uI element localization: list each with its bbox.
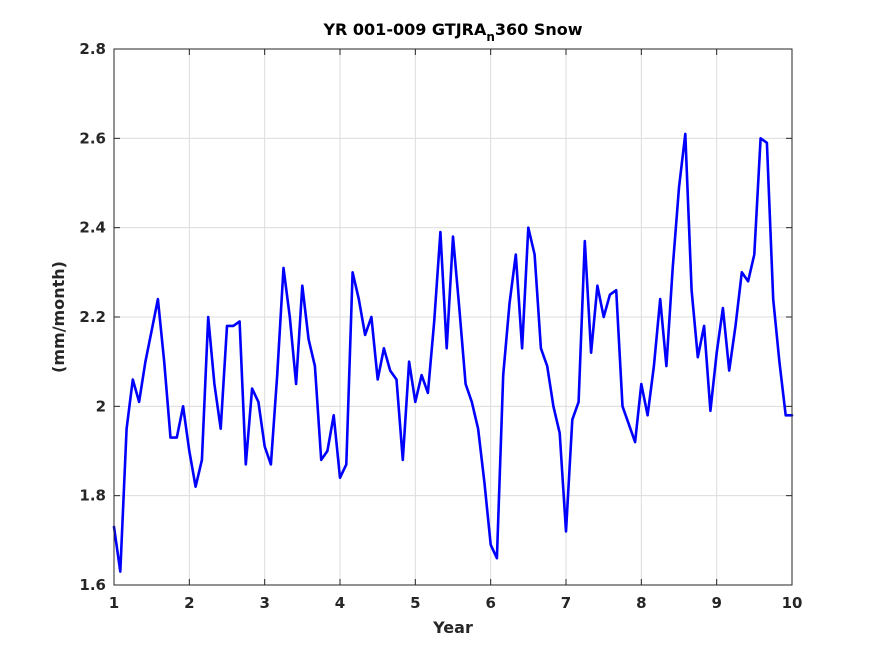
x-tick-labels: 1 2 3 4 5 6 7 8 9 10 — [109, 594, 803, 612]
y-tick-label: 1.6 — [79, 576, 106, 594]
title-suffix: 360 Snow — [495, 20, 583, 39]
x-tick-label: 6 — [485, 594, 495, 612]
y-tick-label: 2.2 — [79, 308, 106, 326]
x-tick-label: 9 — [711, 594, 721, 612]
x-tick-label: 5 — [410, 594, 420, 612]
x-tick-label: 2 — [184, 594, 194, 612]
title-subscript: n — [486, 30, 495, 44]
y-axis-label: (mm/month) — [49, 261, 68, 373]
y-tick-label: 2.4 — [79, 219, 106, 237]
snow-series-line — [112, 132, 794, 573]
x-tick-label: 10 — [782, 594, 803, 612]
chart-title: YR 001-009 GTJRAn360 Snow — [322, 20, 582, 44]
x-tick-label: 1 — [109, 594, 119, 612]
x-tick-label: 3 — [259, 594, 269, 612]
x-tick-label: 4 — [335, 594, 345, 612]
y-tick-label: 2 — [96, 397, 106, 415]
y-tick-label: 2.8 — [79, 40, 106, 58]
y-tick-label: 1.8 — [79, 487, 106, 505]
x-tick-label: 8 — [636, 594, 646, 612]
x-axis-label: Year — [432, 618, 473, 637]
y-tick-labels: 1.6 1.8 2 2.2 2.4 2.6 2.8 — [79, 40, 106, 594]
x-tick-label: 7 — [561, 594, 571, 612]
axis-ticks — [113, 48, 793, 586]
y-tick-label: 2.6 — [79, 129, 106, 147]
